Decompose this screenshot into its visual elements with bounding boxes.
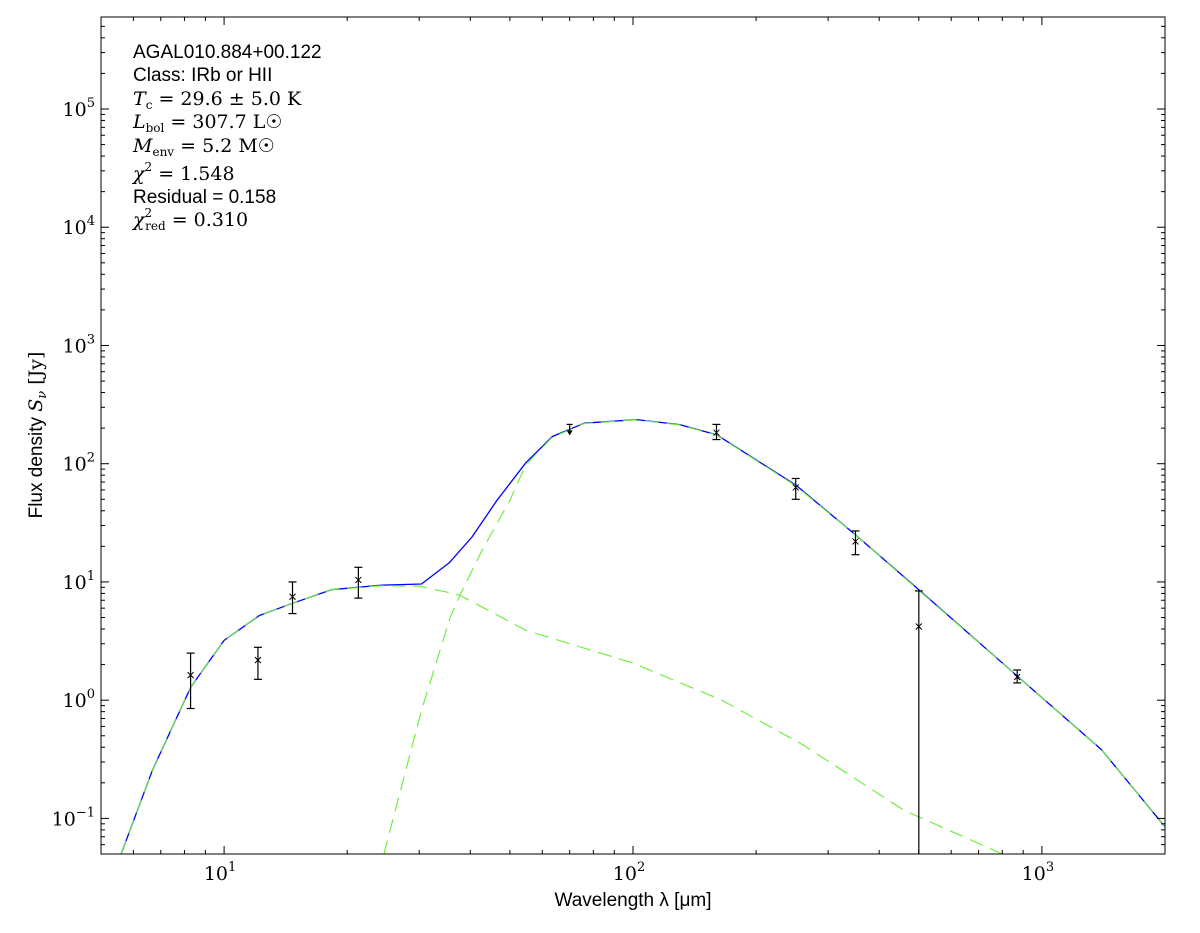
axis-ticks: [100, 16, 1166, 855]
data-points: [186, 423, 1022, 854]
x-tick-label: 101: [204, 860, 236, 885]
warm-component-curve: [120, 585, 1003, 854]
x-marker: [355, 576, 362, 584]
y-tick-label: 10−1: [52, 805, 95, 830]
data-point: [914, 590, 923, 854]
data-point: [851, 530, 860, 556]
tick-base: 10: [63, 454, 87, 476]
y-tick-label: 103: [63, 332, 95, 357]
x-marker: [1013, 673, 1021, 681]
tick-base: 10: [613, 863, 637, 885]
source-class: Class: IRb or HII: [133, 65, 272, 86]
x-tick-label: 102: [613, 860, 645, 885]
tick-base: 10: [52, 808, 76, 830]
temperature: Tc = 29.6 ± 5.0 K: [133, 88, 302, 112]
tick-base: 10: [1022, 863, 1046, 885]
chi-squared: χ2 = 1.548: [131, 160, 235, 185]
data-point: [1013, 669, 1022, 684]
tick-base: 10: [63, 572, 87, 594]
tick-exponent: −1: [76, 805, 95, 820]
reduced-chi-squared: χ2 red = 0.310: [131, 206, 248, 233]
x-marker: [187, 671, 194, 679]
tick-base: 10: [63, 99, 87, 121]
tick-base: 10: [63, 690, 87, 712]
tick-base: 10: [63, 335, 87, 357]
data-point: [354, 566, 363, 599]
data-point: [186, 652, 195, 710]
luminosity: Lbol = 307.7 L☉: [132, 111, 282, 135]
total-model-curve: [120, 418, 1165, 854]
y-tick-label: 102: [63, 451, 95, 476]
x-marker: [915, 623, 923, 630]
fit-annotation: AGAL010.884+00.122 Class: IRb or HII Tc …: [131, 42, 322, 233]
tick-exponent: 3: [87, 332, 95, 347]
y-tick-label: 105: [63, 96, 95, 121]
x-marker: [254, 656, 262, 664]
tick-exponent: 1: [87, 569, 95, 584]
tick-base: 10: [63, 217, 87, 239]
source-name: AGAL010.884+00.122: [133, 42, 322, 63]
model-curves: [120, 418, 1165, 854]
tick-exponent: 2: [637, 860, 645, 875]
envelope-mass: Menv = 5.2 M☉: [132, 135, 275, 159]
x-marker: [289, 593, 296, 601]
x-marker: [852, 538, 859, 545]
data-point: [712, 423, 721, 441]
x-marker: [792, 484, 800, 491]
tick-exponent: 0: [87, 687, 95, 702]
y-axis-label: Flux density Sν [Jy]: [25, 352, 50, 519]
upper-limit: [566, 423, 573, 436]
data-point: [791, 477, 800, 500]
x-marker: [713, 429, 720, 437]
data-point: [253, 646, 262, 680]
tick-exponent: 3: [1046, 860, 1054, 875]
y-tick-label: 104: [63, 214, 95, 239]
x-tick-label: 103: [1022, 860, 1054, 885]
tick-exponent: 5: [87, 96, 95, 111]
residual: Residual = 0.158: [133, 187, 276, 208]
cold-component-curve: [383, 419, 1165, 854]
x-axis-label: Wavelength λ [μm]: [554, 890, 711, 911]
tick-exponent: 1: [228, 860, 236, 875]
data-point: [288, 581, 297, 615]
y-tick-label: 100: [63, 687, 95, 712]
tick-exponent: 4: [87, 214, 95, 229]
down-arrow-icon: [566, 430, 573, 436]
tick-exponent: 2: [87, 451, 95, 466]
y-tick-label: 101: [63, 569, 95, 594]
tick-base: 10: [204, 863, 228, 885]
